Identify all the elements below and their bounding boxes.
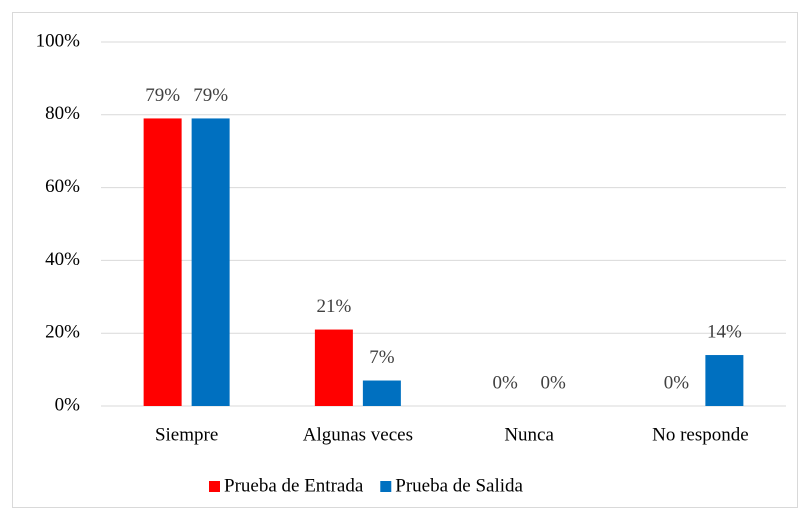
bar — [362, 380, 401, 406]
bar — [191, 118, 230, 406]
x-tick-label: No responde — [652, 424, 749, 445]
value-label: 21% — [316, 296, 351, 317]
value-label: 14% — [707, 321, 742, 342]
legend-label: Prueba de Salida — [395, 475, 523, 496]
legend-swatch — [380, 481, 392, 492]
x-tick-label: Siempre — [155, 424, 218, 445]
x-tick-label: Nunca — [504, 424, 554, 445]
value-label: 7% — [369, 347, 395, 368]
y-tick-label: 100% — [36, 30, 81, 51]
value-label: 79% — [193, 85, 228, 106]
y-tick-label: 40% — [45, 249, 80, 270]
value-label: 79% — [145, 85, 180, 106]
y-tick-label: 20% — [45, 322, 80, 343]
bar — [314, 329, 353, 406]
y-tick-label: 60% — [45, 176, 80, 197]
value-label: 0% — [664, 372, 690, 393]
legend-swatch — [209, 481, 220, 492]
y-tick-label: 0% — [55, 394, 81, 415]
bar — [705, 355, 744, 406]
x-tick-label: Algunas veces — [303, 424, 413, 445]
bar — [143, 118, 182, 406]
value-label: 0% — [540, 372, 566, 393]
legend-label: Prueba de Entrada — [224, 475, 364, 496]
y-tick-label: 80% — [45, 103, 80, 124]
value-label: 0% — [492, 372, 518, 393]
